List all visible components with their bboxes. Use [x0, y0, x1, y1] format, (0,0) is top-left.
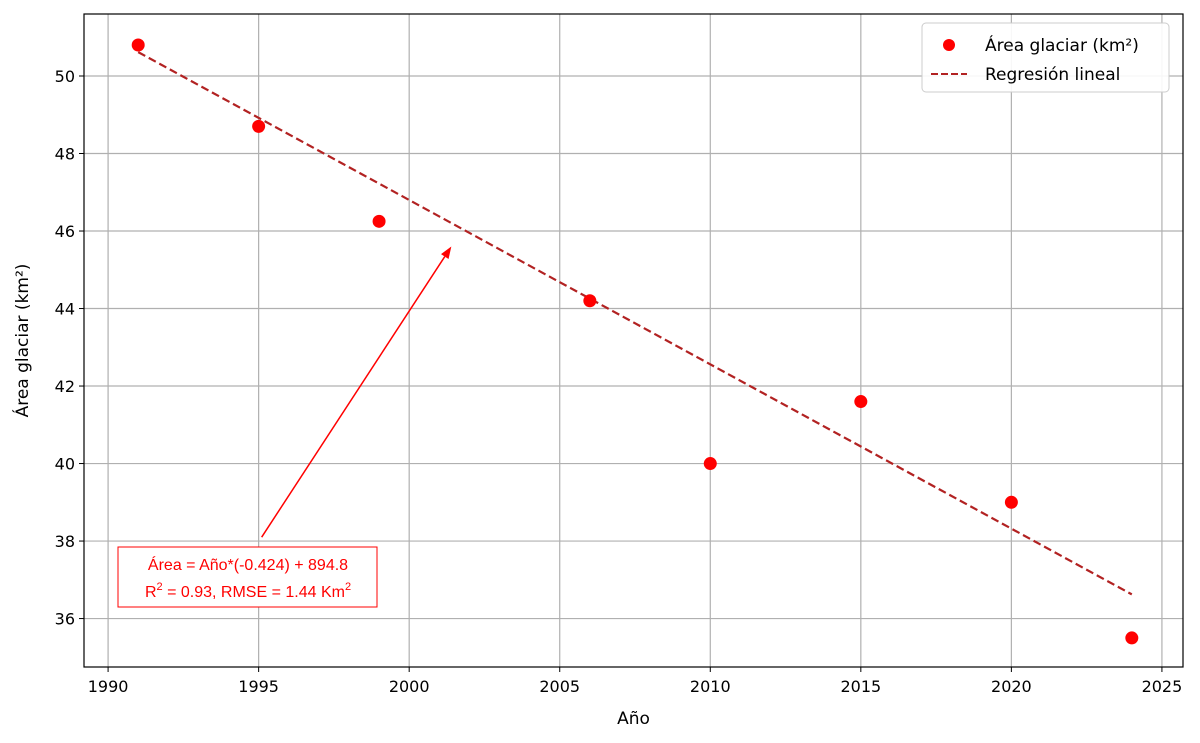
regression-annotation: Área = Año*(-0.424) + 894.8 R2 = 0.93, R… — [117, 246, 452, 608]
y-tick-label: 38 — [55, 532, 75, 551]
data-point — [252, 119, 266, 133]
data-point — [1004, 495, 1018, 509]
plot-frame — [83, 13, 1184, 668]
y-tick-label: 50 — [55, 67, 75, 86]
legend-box — [921, 22, 1170, 93]
annotation-equation: Área = Año*(-0.424) + 894.8 — [148, 555, 348, 574]
y-axis-label: Área glaciar (km²) — [11, 264, 33, 418]
regression-line — [137, 51, 1133, 596]
annotation-km-superscript: 2 — [345, 581, 351, 593]
data-point — [854, 395, 868, 409]
annotation-arrowhead — [441, 246, 452, 260]
axis-ticks: 1990 1995 2000 2005 2010 2015 2020 2025 36 38 40 42… — [55, 67, 1183, 696]
y-tick-label: 46 — [55, 222, 75, 241]
x-tick-label: 1990 — [88, 677, 129, 696]
annotation-arrow — [261, 256, 446, 538]
y-tick-label: 44 — [55, 300, 75, 319]
x-axis-label: Año — [617, 709, 650, 729]
data-point — [1125, 631, 1139, 645]
y-tick-label: 42 — [55, 377, 75, 396]
annotation-r-label: R — [145, 584, 157, 601]
regression-line-layer — [137, 51, 1133, 596]
data-point — [372, 214, 386, 228]
x-tick-label: 2005 — [539, 677, 580, 696]
annotation-stats: R2 = 0.93, RMSE = 1.44 Km2 — [145, 581, 351, 601]
y-tick-label: 40 — [55, 455, 75, 474]
annotation-stats-text: = 0.93, RMSE = 1.44 Km — [163, 584, 345, 601]
legend-scatter-marker — [943, 39, 955, 51]
data-points — [131, 38, 1139, 645]
grid-lines — [84, 14, 1183, 667]
x-tick-label: 2000 — [389, 677, 430, 696]
legend: Área glaciar (km²) Regresión lineal — [921, 22, 1170, 93]
annotation-box — [117, 546, 378, 608]
y-tick-label: 48 — [55, 145, 75, 164]
annotation-r-superscript: 2 — [157, 581, 163, 593]
x-tick-label: 2025 — [1142, 677, 1183, 696]
data-point — [131, 38, 145, 52]
y-tick-label: 36 — [55, 610, 75, 629]
legend-scatter-label: Área glaciar (km²) — [985, 34, 1139, 56]
data-point — [703, 457, 717, 471]
legend-line-label: Regresión lineal — [985, 65, 1120, 85]
data-point — [583, 294, 597, 308]
x-tick-label: 1995 — [238, 677, 279, 696]
x-tick-label: 2015 — [840, 677, 881, 696]
x-tick-label: 2010 — [690, 677, 731, 696]
x-tick-label: 2020 — [991, 677, 1032, 696]
